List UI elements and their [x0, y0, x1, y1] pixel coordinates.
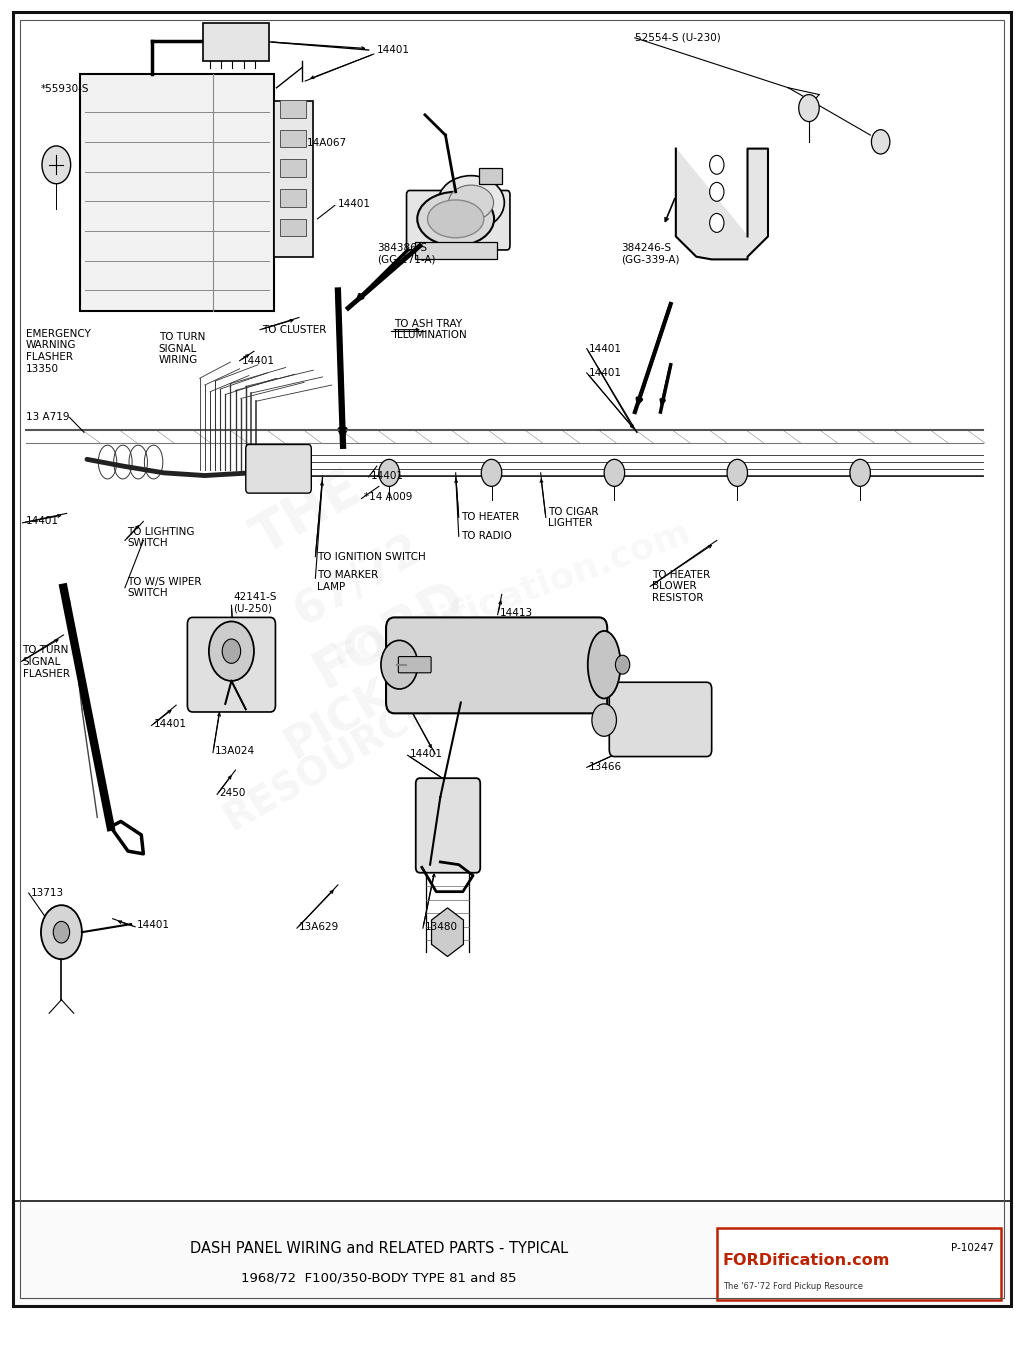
Text: PICKUP: PICKUP	[278, 638, 460, 767]
Circle shape	[41, 905, 82, 959]
Text: TO CIGAR
LIGHTER: TO CIGAR LIGHTER	[548, 507, 598, 528]
Ellipse shape	[428, 200, 484, 238]
Text: TO W/S WIPER
SWITCH: TO W/S WIPER SWITCH	[127, 577, 202, 598]
FancyBboxPatch shape	[187, 617, 275, 712]
Text: FORDification.com: FORDification.com	[329, 513, 695, 676]
Text: 1968/72  F100/350-BODY TYPE 81 and 85: 1968/72 F100/350-BODY TYPE 81 and 85	[241, 1271, 517, 1285]
Text: TO ASH TRAY
ILLUMINATION: TO ASH TRAY ILLUMINATION	[394, 319, 467, 340]
Text: TO LIGHTING
SWITCH: TO LIGHTING SWITCH	[127, 527, 195, 549]
Circle shape	[381, 640, 418, 689]
Circle shape	[871, 130, 890, 154]
Text: TO IGNITION SWITCH: TO IGNITION SWITCH	[317, 551, 426, 562]
FancyBboxPatch shape	[416, 778, 480, 873]
Circle shape	[710, 182, 724, 201]
Circle shape	[604, 459, 625, 486]
Text: 14401: 14401	[26, 516, 58, 527]
Text: 13 A719: 13 A719	[26, 412, 69, 423]
Text: 52554-S (U-230): 52554-S (U-230)	[635, 32, 721, 43]
Ellipse shape	[418, 192, 494, 246]
Text: 14401: 14401	[338, 199, 371, 209]
Text: 42141-S
(U-250): 42141-S (U-250)	[233, 592, 276, 613]
Bar	[274, 101, 313, 257]
Text: 14A067: 14A067	[307, 138, 347, 149]
Bar	[80, 74, 274, 311]
Text: 67/72: 67/72	[287, 527, 430, 635]
Circle shape	[592, 704, 616, 736]
FancyBboxPatch shape	[609, 682, 712, 757]
Text: 14413: 14413	[500, 608, 532, 619]
Text: 13713: 13713	[31, 888, 63, 898]
Text: 14401: 14401	[137, 920, 170, 931]
Text: 13A024: 13A024	[215, 746, 255, 757]
Text: *14 A009: *14 A009	[364, 492, 412, 503]
Bar	[280, 130, 306, 147]
Bar	[203, 23, 269, 61]
FancyBboxPatch shape	[398, 657, 431, 673]
Circle shape	[42, 146, 71, 184]
Circle shape	[615, 655, 630, 674]
Text: THE: THE	[244, 462, 371, 565]
Text: The '67-’72 Ford Pickup Resource: The '67-’72 Ford Pickup Resource	[723, 1282, 863, 1290]
Text: TO TURN
SIGNAL
WIRING: TO TURN SIGNAL WIRING	[159, 332, 205, 365]
Text: RESOURCE: RESOURCE	[217, 688, 438, 839]
Text: 14401: 14401	[410, 748, 442, 759]
Bar	[13, 1201, 1011, 1306]
Circle shape	[481, 459, 502, 486]
Text: 384386-S
(GG-271-A): 384386-S (GG-271-A)	[377, 243, 435, 265]
Ellipse shape	[449, 185, 494, 220]
Bar	[479, 168, 502, 184]
Ellipse shape	[588, 631, 621, 698]
Text: 384246-S
(GG-339-A): 384246-S (GG-339-A)	[622, 243, 680, 265]
Text: FORD: FORD	[304, 571, 474, 698]
Circle shape	[710, 155, 724, 174]
FancyBboxPatch shape	[386, 617, 607, 713]
Circle shape	[379, 459, 399, 486]
Text: FORDification.com: FORDification.com	[723, 1252, 890, 1269]
Bar	[280, 219, 306, 236]
Bar	[280, 100, 306, 118]
Text: 13480: 13480	[425, 921, 458, 932]
Text: 2450: 2450	[219, 788, 246, 798]
FancyBboxPatch shape	[246, 444, 311, 493]
Polygon shape	[676, 149, 768, 259]
Text: 14401: 14401	[154, 719, 186, 730]
Circle shape	[53, 921, 70, 943]
Text: 14401: 14401	[371, 470, 403, 481]
Circle shape	[222, 639, 241, 663]
Circle shape	[710, 213, 724, 232]
Circle shape	[850, 459, 870, 486]
Bar	[415, 242, 497, 259]
Circle shape	[209, 621, 254, 681]
Text: *55930-S: *55930-S	[41, 84, 89, 95]
Text: 14401: 14401	[589, 367, 622, 378]
Text: EMERGENCY
WARNING
FLASHER
13350: EMERGENCY WARNING FLASHER 13350	[26, 328, 90, 374]
Circle shape	[799, 95, 819, 122]
Bar	[717, 1228, 1001, 1300]
Text: DASH PANEL WIRING and RELATED PARTS - TYPICAL: DASH PANEL WIRING and RELATED PARTS - TY…	[189, 1240, 568, 1256]
Text: TO HEATER
BLOWER
RESISTOR: TO HEATER BLOWER RESISTOR	[652, 570, 711, 603]
Text: 13466: 13466	[589, 762, 622, 773]
Text: 13A629: 13A629	[299, 921, 339, 932]
Circle shape	[727, 459, 748, 486]
Text: TO RADIO: TO RADIO	[461, 531, 512, 542]
Text: TO MARKER
LAMP: TO MARKER LAMP	[317, 570, 379, 592]
Text: TO CLUSTER: TO CLUSTER	[262, 324, 327, 335]
Text: TO HEATER: TO HEATER	[461, 512, 519, 523]
Text: P-10247: P-10247	[950, 1243, 993, 1254]
Ellipse shape	[438, 176, 505, 230]
Text: 14401: 14401	[377, 45, 410, 55]
Bar	[280, 189, 306, 207]
Bar	[280, 159, 306, 177]
Text: TO TURN
SIGNAL
FLASHER: TO TURN SIGNAL FLASHER	[23, 646, 70, 678]
FancyBboxPatch shape	[407, 190, 510, 250]
Text: 14401: 14401	[589, 343, 622, 354]
Text: 14401: 14401	[242, 355, 274, 366]
